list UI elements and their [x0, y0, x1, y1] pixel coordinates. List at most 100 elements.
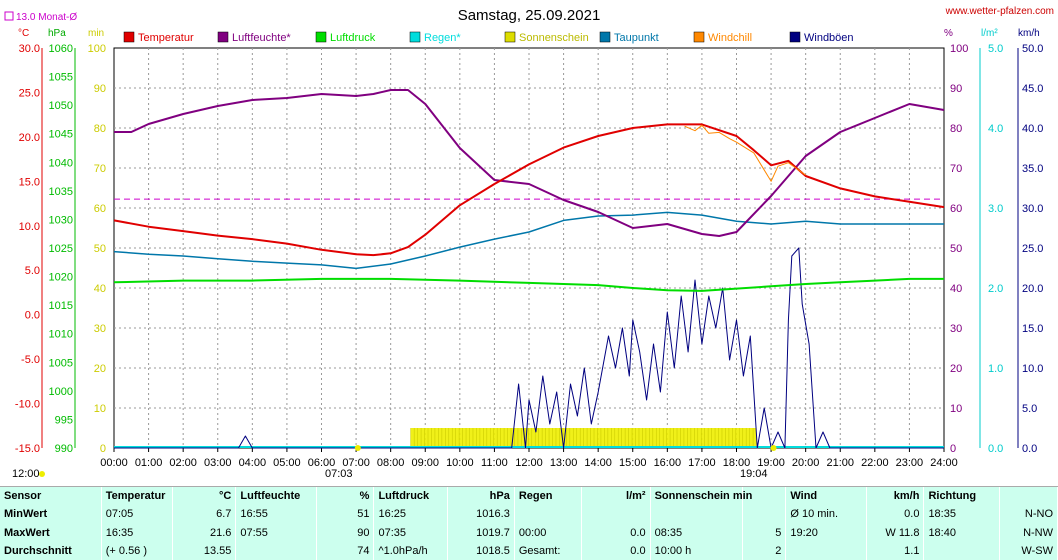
stats-cell: 5: [742, 523, 787, 542]
stats-table: Sensor Temperatur °C Luftfeuchte % Luftd…: [0, 486, 1058, 560]
x-tick-label: 05:00: [273, 457, 301, 469]
sun-axis-label: 40: [94, 283, 106, 295]
stats-cell: (+ 0.56 ): [101, 541, 174, 560]
stats-header: Luftfeuchte: [235, 487, 317, 506]
pct-axis-label: 20: [950, 363, 962, 375]
legend-swatch: [599, 31, 611, 43]
stats-cell: 00:00: [514, 523, 582, 542]
x-tick-label: 06:00: [308, 457, 336, 469]
wind-axis-label: 45.0: [1022, 83, 1043, 95]
wind-axis-label: 10.0: [1022, 363, 1043, 375]
legend-swatch: [504, 31, 516, 43]
temp-axis-label: 10.0: [19, 221, 40, 233]
wind-axis-label: 25.0: [1022, 243, 1043, 255]
press-axis-label: 1055: [49, 72, 73, 84]
temp-axis-label: -10.0: [15, 399, 40, 411]
x-tick-label: 14:00: [584, 457, 612, 469]
legend-swatch: [315, 31, 327, 43]
luftdruck-series-line: [113, 277, 944, 292]
windchill-series-line: [684, 124, 806, 182]
temp-axis-label: -5.0: [21, 354, 40, 366]
wind-axis-label: 20.0: [1022, 283, 1043, 295]
legend-label: Taupunkt: [614, 32, 659, 44]
press-axis-label: 995: [55, 414, 73, 426]
sun-axis-label: 60: [94, 203, 106, 215]
plot-area: 00:00 01:00 02:00 03:00 04:00 05:00 06:00 07:00…: [15, 43, 1043, 477]
pct-axis-label: 100: [950, 43, 968, 55]
x-tick-label: 13:00: [550, 457, 578, 469]
stats-cell: W 11.8: [866, 523, 925, 542]
sun-axis-label: 100: [88, 43, 106, 55]
stats-row-avg: Durchschnitt (+ 0.56 ) 13.55 74 ^1.0hPa/…: [0, 541, 1058, 560]
pct-axis-label: 80: [950, 123, 962, 135]
stats-cell: [235, 541, 317, 560]
stats-cell: Ø 10 min.: [785, 505, 867, 524]
stats-cell: Durchschnitt: [0, 541, 102, 560]
stats-cell: MinWert: [0, 505, 102, 524]
x-tick-label: 11:00: [481, 457, 508, 469]
temperatur-series-line: [113, 123, 945, 257]
x-tick-label: 17:00: [688, 457, 716, 469]
legend: Temperatur Luftfeuchte* Luftdruck Regen* Son…: [123, 31, 854, 44]
x-tick-label: 00:00: [100, 457, 128, 469]
month-avg-marker-icon: [4, 11, 14, 21]
legend-label: Sonnenschein: [519, 32, 589, 44]
stats-cell: [742, 505, 787, 524]
sun-axis-label: 30: [94, 323, 106, 335]
x-tick-label: 04:00: [239, 457, 267, 469]
legend-swatch: [217, 31, 229, 43]
stats-row-min: MinWert 07:05 6.7 16:55 51 16:25 1016.3 …: [0, 505, 1058, 524]
press-axis-label: 1005: [49, 357, 73, 369]
press-axis-label: 1020: [49, 272, 73, 284]
pct-axis-label: 50: [950, 243, 962, 255]
stats-cell: 0.0: [866, 505, 925, 524]
stats-cell: N-NO: [999, 505, 1058, 524]
rain-axis-label: 0.0: [988, 443, 1003, 455]
legend-label: Windchill: [708, 32, 752, 44]
press-axis-label: 1040: [49, 157, 73, 169]
stats-cell: 19:20: [785, 523, 867, 542]
stats-cell: 10:00 h: [650, 541, 743, 560]
press-axis-label: 1000: [49, 386, 73, 398]
legend-label: Luftfeuchte*: [232, 32, 291, 44]
press-axis-label: 1030: [49, 214, 73, 226]
stats-cell: 16:25: [373, 505, 449, 524]
stats-header: [999, 487, 1058, 506]
stats-cell: [785, 541, 867, 560]
x-tick-label: 08:00: [377, 457, 405, 469]
unit-temp: °C: [18, 28, 29, 39]
windboeen-series-line: [114, 247, 944, 449]
stats-cell: 90: [316, 523, 375, 542]
stats-header: Luftdruck: [373, 487, 449, 506]
x-tick-label: 21:00: [826, 457, 854, 469]
x-tick-label: 22:00: [861, 457, 889, 469]
stats-cell: 51: [316, 505, 375, 524]
wind-axis-label: 40.0: [1022, 123, 1043, 135]
x-tick-label: 09:00: [411, 457, 439, 469]
rain-axis-label: 3.0: [988, 203, 1003, 215]
stats-cell: 16:35: [101, 523, 174, 542]
legend-label: Luftdruck: [330, 32, 376, 44]
x-tick-label: 07:00: [342, 457, 370, 469]
stats-header: [742, 487, 787, 506]
x-tick-label: 19:00: [757, 457, 785, 469]
legend-label: Windböen: [804, 32, 854, 44]
unit-pct: %: [944, 28, 953, 39]
rain-axis-label: 2.0: [988, 283, 1003, 295]
stats-cell: 6.7: [172, 505, 237, 524]
legend-swatch: [789, 31, 801, 43]
stats-cell: 07:35: [373, 523, 449, 542]
stats-cell: 13.55: [172, 541, 237, 560]
sun-axis-label: 90: [94, 83, 106, 95]
press-axis-label: 1035: [49, 186, 73, 198]
stats-header: hPa: [447, 487, 515, 506]
stats-cell: N-NW: [999, 523, 1058, 542]
stats-cell: 1.1: [866, 541, 925, 560]
x-tick-label: 16:00: [654, 457, 682, 469]
sun-axis-label: 70: [94, 163, 106, 175]
sunset-time: 19:04: [740, 468, 768, 480]
temp-axis-label: 20.0: [19, 132, 40, 144]
stats-cell: 1019.7: [447, 523, 515, 542]
x-tick-label: 12:00: [515, 457, 543, 469]
month-avg-label: 13.0 Monat-Ø: [16, 12, 77, 23]
